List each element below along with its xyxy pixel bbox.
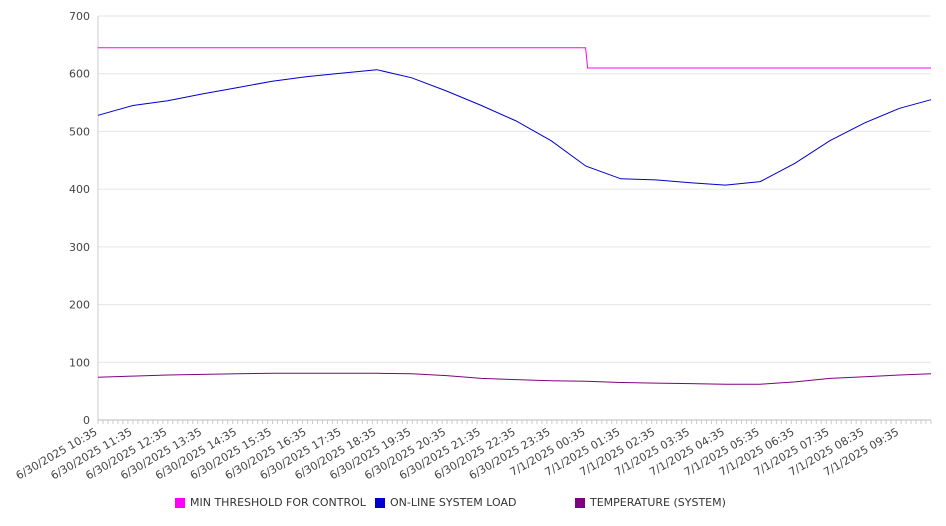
y-tick-label: 300 (69, 241, 90, 254)
legend-label-min-threshold: MIN THRESHOLD FOR CONTROL (190, 496, 366, 509)
legend-swatch-min-threshold (175, 497, 185, 508)
y-tick-label: 400 (69, 183, 90, 196)
legend: MIN THRESHOLD FOR CONTROL ON-LINE SYSTEM… (0, 496, 946, 516)
legend-label-temperature: TEMPERATURE (SYSTEM) (590, 496, 726, 509)
axes (97, 16, 931, 421)
legend-item-min-threshold[interactable]: MIN THRESHOLD FOR CONTROL (175, 496, 366, 509)
legend-swatch-system-load (375, 497, 385, 508)
y-tick-label: 500 (69, 125, 90, 138)
legend-swatch-temperature (575, 497, 585, 508)
y-tick-label: 0 (83, 414, 90, 427)
series-lines (97, 47, 932, 385)
y-tick-label: 200 (69, 299, 90, 312)
gridlines (97, 15, 932, 424)
legend-item-system-load[interactable]: ON-LINE SYSTEM LOAD (375, 496, 516, 509)
series-line-1 (97, 69, 932, 186)
series-line-0 (98, 47, 931, 69)
legend-item-temperature[interactable]: TEMPERATURE (SYSTEM) (575, 496, 726, 509)
y-tick-label: 700 (69, 10, 90, 23)
series-line-2 (97, 372, 932, 385)
x-tick-labels: 6/30/2025 10:356/30/2025 11:356/30/2025 … (14, 425, 901, 482)
y-tick-label: 600 (69, 68, 90, 81)
legend-label-system-load: ON-LINE SYSTEM LOAD (390, 496, 517, 509)
y-tick-label: 100 (69, 356, 90, 369)
y-tick-labels: 0 100 200 300 400 500 600 700 (69, 10, 90, 427)
